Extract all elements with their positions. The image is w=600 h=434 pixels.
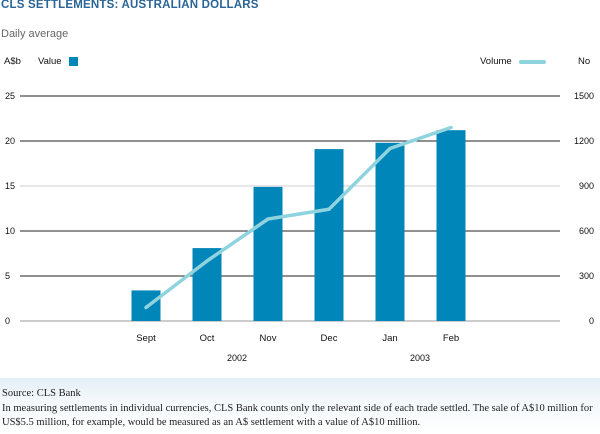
right-tick-label: 0 [589, 316, 594, 326]
year-label: 2003 [410, 353, 430, 363]
bar-feb [436, 130, 466, 321]
chart-subtitle: Daily average [1, 28, 69, 40]
source-text: Source: CLS Bank [2, 388, 81, 399]
left-axis-label: A$b [4, 56, 21, 67]
year-label: 2002 [227, 353, 247, 363]
x-tick-label: Nov [260, 333, 277, 344]
legend-volume-swatch [519, 60, 546, 64]
right-tick-label: 1500 [574, 91, 594, 101]
right-tick-label: 600 [579, 226, 594, 236]
x-tick-label: Jan [382, 333, 397, 344]
bar-nov [253, 186, 283, 321]
x-tick-label: Feb [443, 333, 459, 344]
right-tick-label: 300 [579, 271, 594, 281]
x-tick-label: Sept [136, 333, 156, 344]
left-tick-label: 25 [5, 91, 15, 101]
right-tick-label: 1200 [574, 136, 594, 146]
bar-dec [314, 149, 344, 321]
chart-plot: 0 5 10 15 20 25 0 300 600 900 1200 1500 Sept Oct Nov De… [5, 91, 594, 363]
footer-background [0, 378, 600, 434]
left-tick-label: 15 [5, 181, 15, 191]
x-tick-label: Oct [200, 333, 215, 344]
bar-jan [375, 142, 405, 321]
left-tick-label: 10 [5, 226, 15, 236]
volume-line [144, 125, 453, 310]
legend-volume-label: Volume [480, 56, 512, 67]
legend-value-label: Value [38, 56, 62, 67]
footnote-text: In measuring settlements in individual c… [2, 403, 593, 428]
right-tick-label: 900 [579, 181, 594, 191]
left-tick-label: 5 [5, 271, 10, 281]
chart-title: CLS SETTLEMENTS: AUSTRALIAN DOLLARS [1, 0, 259, 11]
legend-value-swatch [69, 57, 78, 66]
left-tick-label: 20 [5, 136, 15, 146]
x-tick-label: Dec [321, 333, 338, 344]
left-tick-label: 0 [5, 316, 10, 326]
right-axis-label: No [578, 56, 591, 67]
